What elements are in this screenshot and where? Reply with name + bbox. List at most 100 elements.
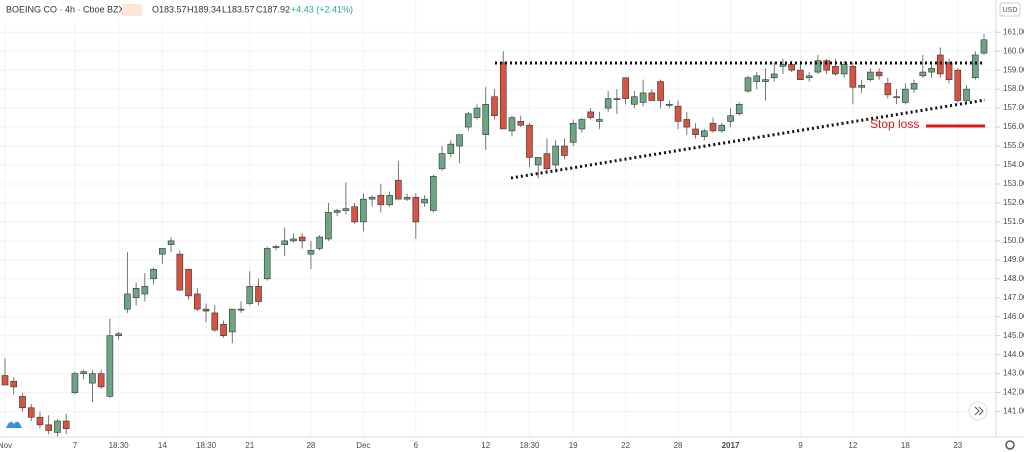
candle-body: [657, 81, 664, 101]
candle-body: [543, 153, 551, 170]
candle-body: [10, 380, 18, 388]
candle-body: [928, 67, 935, 73]
y-tick-label: 154.00: [1003, 160, 1024, 169]
candle-body: [132, 287, 140, 299]
candle-body: [517, 121, 525, 126]
candle-body: [80, 371, 87, 374]
y-tick-label: 161.00: [1003, 27, 1024, 36]
candle-body: [945, 62, 953, 80]
candle-body: [377, 195, 385, 206]
currency-box: [999, 2, 1021, 17]
candle-body: [176, 253, 184, 291]
candle-body: [534, 157, 542, 166]
candle-body: [194, 293, 201, 310]
candle-body: [858, 85, 865, 88]
y-tick-label: 148.00: [1003, 274, 1024, 283]
candle-body: [438, 153, 446, 170]
candle-body: [578, 119, 586, 130]
candle-body: [342, 208, 350, 211]
candle-body: [220, 324, 227, 336]
candle-body: [464, 113, 472, 128]
candle-body: [421, 198, 428, 204]
candle-body: [884, 83, 892, 96]
ohlc-close: C187.92: [256, 4, 290, 14]
candle-body: [316, 236, 323, 249]
x-tick-label: Dec: [356, 441, 370, 450]
candle-body: [150, 269, 157, 280]
ohlc-low: L183.57: [222, 4, 255, 14]
candle-body: [779, 64, 787, 67]
candle-body: [596, 119, 603, 122]
y-tick-label: 144.00: [1003, 350, 1024, 359]
candle-body: [482, 104, 490, 135]
candle-body: [325, 212, 332, 240]
y-tick-label: 145.00: [1003, 331, 1024, 340]
candle-body: [718, 124, 726, 132]
y-tick-label: 152.00: [1003, 198, 1024, 207]
y-tick-label: 146.00: [1003, 312, 1024, 321]
candle-body: [902, 88, 909, 103]
candle-body: [666, 104, 673, 106]
y-tick-label: 158.00: [1003, 84, 1024, 93]
candle-body: [867, 71, 874, 80]
annotation: Stop loss: [870, 117, 919, 131]
candle-body: [875, 71, 883, 77]
candle-body: [805, 75, 813, 79]
candle-body: [832, 66, 839, 75]
candle-body: [19, 396, 26, 409]
candle-body: [89, 373, 96, 384]
candle-body: [412, 196, 420, 223]
candle-body: [124, 293, 131, 310]
y-tick-label: 142.00: [1003, 388, 1024, 397]
candle-body: [333, 210, 341, 213]
x-tick-label: 23: [953, 441, 962, 450]
candle-body: [228, 308, 236, 333]
candle-body: [840, 64, 848, 75]
candle-body: [360, 198, 367, 223]
candle-body: [648, 92, 656, 101]
candle-body: [963, 88, 970, 101]
candle-body: [692, 128, 699, 135]
candle-body: [508, 117, 516, 132]
candle-body: [281, 240, 289, 245]
logo-icon: [6, 421, 22, 428]
candle-body: [290, 238, 297, 242]
x-tick-label: 12: [848, 441, 857, 450]
candle-body: [473, 107, 481, 118]
x-tick-label: 18: [901, 441, 910, 450]
candle-body: [237, 308, 245, 311]
candle-body: [159, 248, 166, 255]
candle-body: [683, 119, 691, 128]
candle-body: [980, 39, 988, 54]
x-tick-label: 28: [306, 441, 315, 450]
candle-body: [788, 64, 795, 71]
candle-body: [526, 124, 533, 158]
x-tick-label: 6: [414, 441, 419, 450]
candle-body: [893, 96, 900, 99]
candle-body: [27, 407, 35, 418]
candle-body: [403, 196, 411, 200]
y-tick-label: 160.00: [1003, 46, 1024, 55]
candle-body: [919, 71, 927, 77]
x-tick-label: 28: [674, 441, 683, 450]
y-tick-label: 147.00: [1003, 293, 1024, 302]
candle-body: [700, 130, 708, 137]
candle-body: [351, 206, 358, 223]
x-tick-label: 18:30: [196, 441, 217, 450]
candle-body: [71, 373, 79, 393]
candle-body: [307, 250, 315, 255]
scroll-button[interactable]: [968, 401, 988, 421]
x-tick-label: 22: [621, 441, 630, 450]
candle-body: [762, 79, 769, 82]
symbol-title: BOEING CO · 4h · Cboe BZX: [6, 4, 125, 14]
candle-body: [106, 335, 114, 397]
candle-body: [735, 104, 743, 115]
settings-icon[interactable]: [1005, 440, 1015, 450]
candle-body: [211, 312, 219, 331]
ohlc-change: +4.43 (+2.41%): [291, 4, 353, 14]
candle-body: [639, 92, 647, 103]
x-tick-label: 21: [245, 441, 254, 450]
candle-body: [54, 420, 61, 433]
